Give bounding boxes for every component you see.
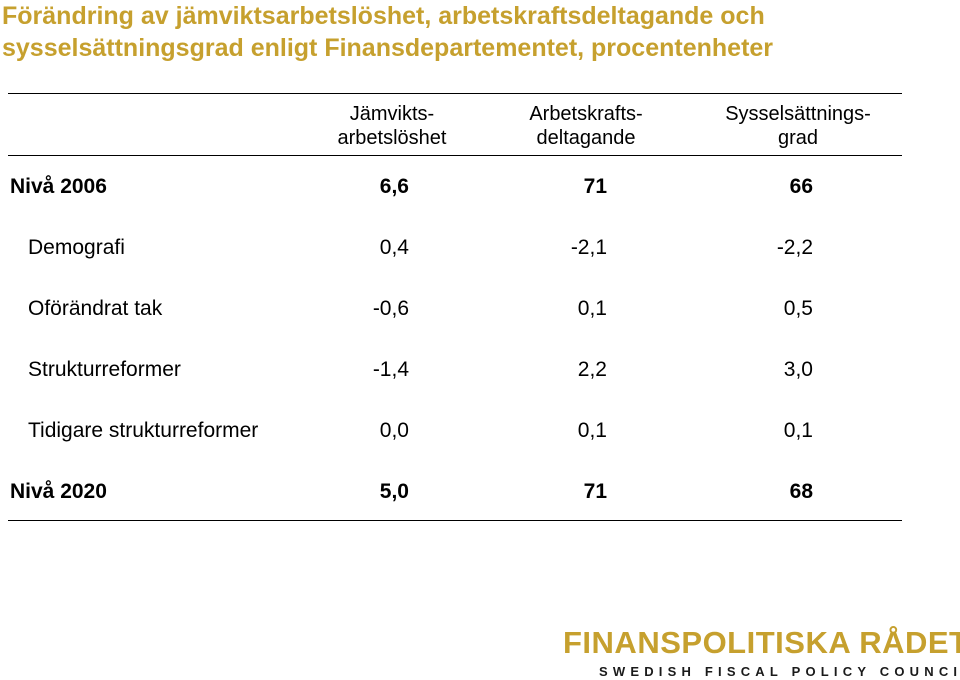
cell-jamviktsarbetsloshet: 0,4 — [379, 236, 409, 259]
cell-arbetskraftsdeltagande: 71 — [583, 175, 607, 198]
header-line-2: grad — [777, 127, 819, 149]
header-line-2: deltagande — [536, 127, 636, 149]
cell-sysselsattningsgrad: -2,2 — [776, 236, 813, 259]
row-label: Nivå 2020 — [10, 480, 107, 503]
cell-sysselsattningsgrad: 0,5 — [783, 297, 813, 320]
cell-jamviktsarbetsloshet: 6,6 — [379, 175, 409, 198]
header-line-2: arbetslöshet — [337, 127, 447, 149]
cell-arbetskraftsdeltagande: 2,2 — [577, 358, 607, 381]
column-header-arbetskraftsdeltagande: Arbetskrafts- deltagande — [506, 102, 666, 150]
row-label: Demografi — [28, 236, 125, 259]
cell-sysselsattningsgrad: 68 — [789, 480, 813, 503]
row-label: Oförändrat tak — [28, 297, 163, 320]
header-line-1: Jämvikts- — [349, 103, 435, 125]
title-line-1: Förändring av jämviktsarbetslöshet, arbe… — [2, 2, 765, 30]
cell-jamviktsarbetsloshet: -0,6 — [372, 297, 409, 320]
logo-tagline: SWEDISH FISCAL POLICY COUNCIL — [599, 664, 960, 679]
cell-sysselsattningsgrad: 0,1 — [783, 419, 813, 442]
row-label: Nivå 2006 — [10, 175, 107, 198]
cell-sysselsattningsgrad: 66 — [789, 175, 813, 198]
row-label: Tidigare strukturreformer — [28, 419, 259, 442]
logo-name: FINANSPOLITISKA RÅDET — [563, 625, 960, 660]
cell-jamviktsarbetsloshet: -1,4 — [372, 358, 409, 381]
cell-arbetskraftsdeltagande: -2,1 — [570, 236, 607, 259]
cell-sysselsattningsgrad: 3,0 — [783, 358, 813, 381]
table-top-rule — [8, 93, 902, 94]
cell-arbetskraftsdeltagande: 0,1 — [577, 297, 607, 320]
column-header-jamviktsarbetsloshet: Jämvikts- arbetslöshet — [312, 102, 472, 150]
cell-arbetskraftsdeltagande: 0,1 — [577, 419, 607, 442]
column-header-sysselsattningsgrad: Sysselsättnings- grad — [698, 102, 898, 150]
table-bottom-rule — [8, 520, 902, 521]
header-line-1: Sysselsättnings- — [725, 103, 871, 125]
page-title: Förändring av jämviktsarbetslöshet, arbe… — [2, 0, 942, 64]
cell-jamviktsarbetsloshet: 5,0 — [379, 480, 409, 503]
cell-jamviktsarbetsloshet: 0,0 — [379, 419, 409, 442]
header-bottom-rule — [8, 155, 902, 156]
logo: FINANSPOLITISKA RÅDET SWEDISH FISCAL POL… — [563, 625, 960, 680]
title-line-2: sysselsättningsgrad enligt Finansdeparte… — [2, 34, 774, 62]
cell-arbetskraftsdeltagande: 71 — [583, 480, 607, 503]
row-label: Strukturreformer — [28, 358, 181, 381]
header-line-1: Arbetskrafts- — [529, 103, 643, 125]
